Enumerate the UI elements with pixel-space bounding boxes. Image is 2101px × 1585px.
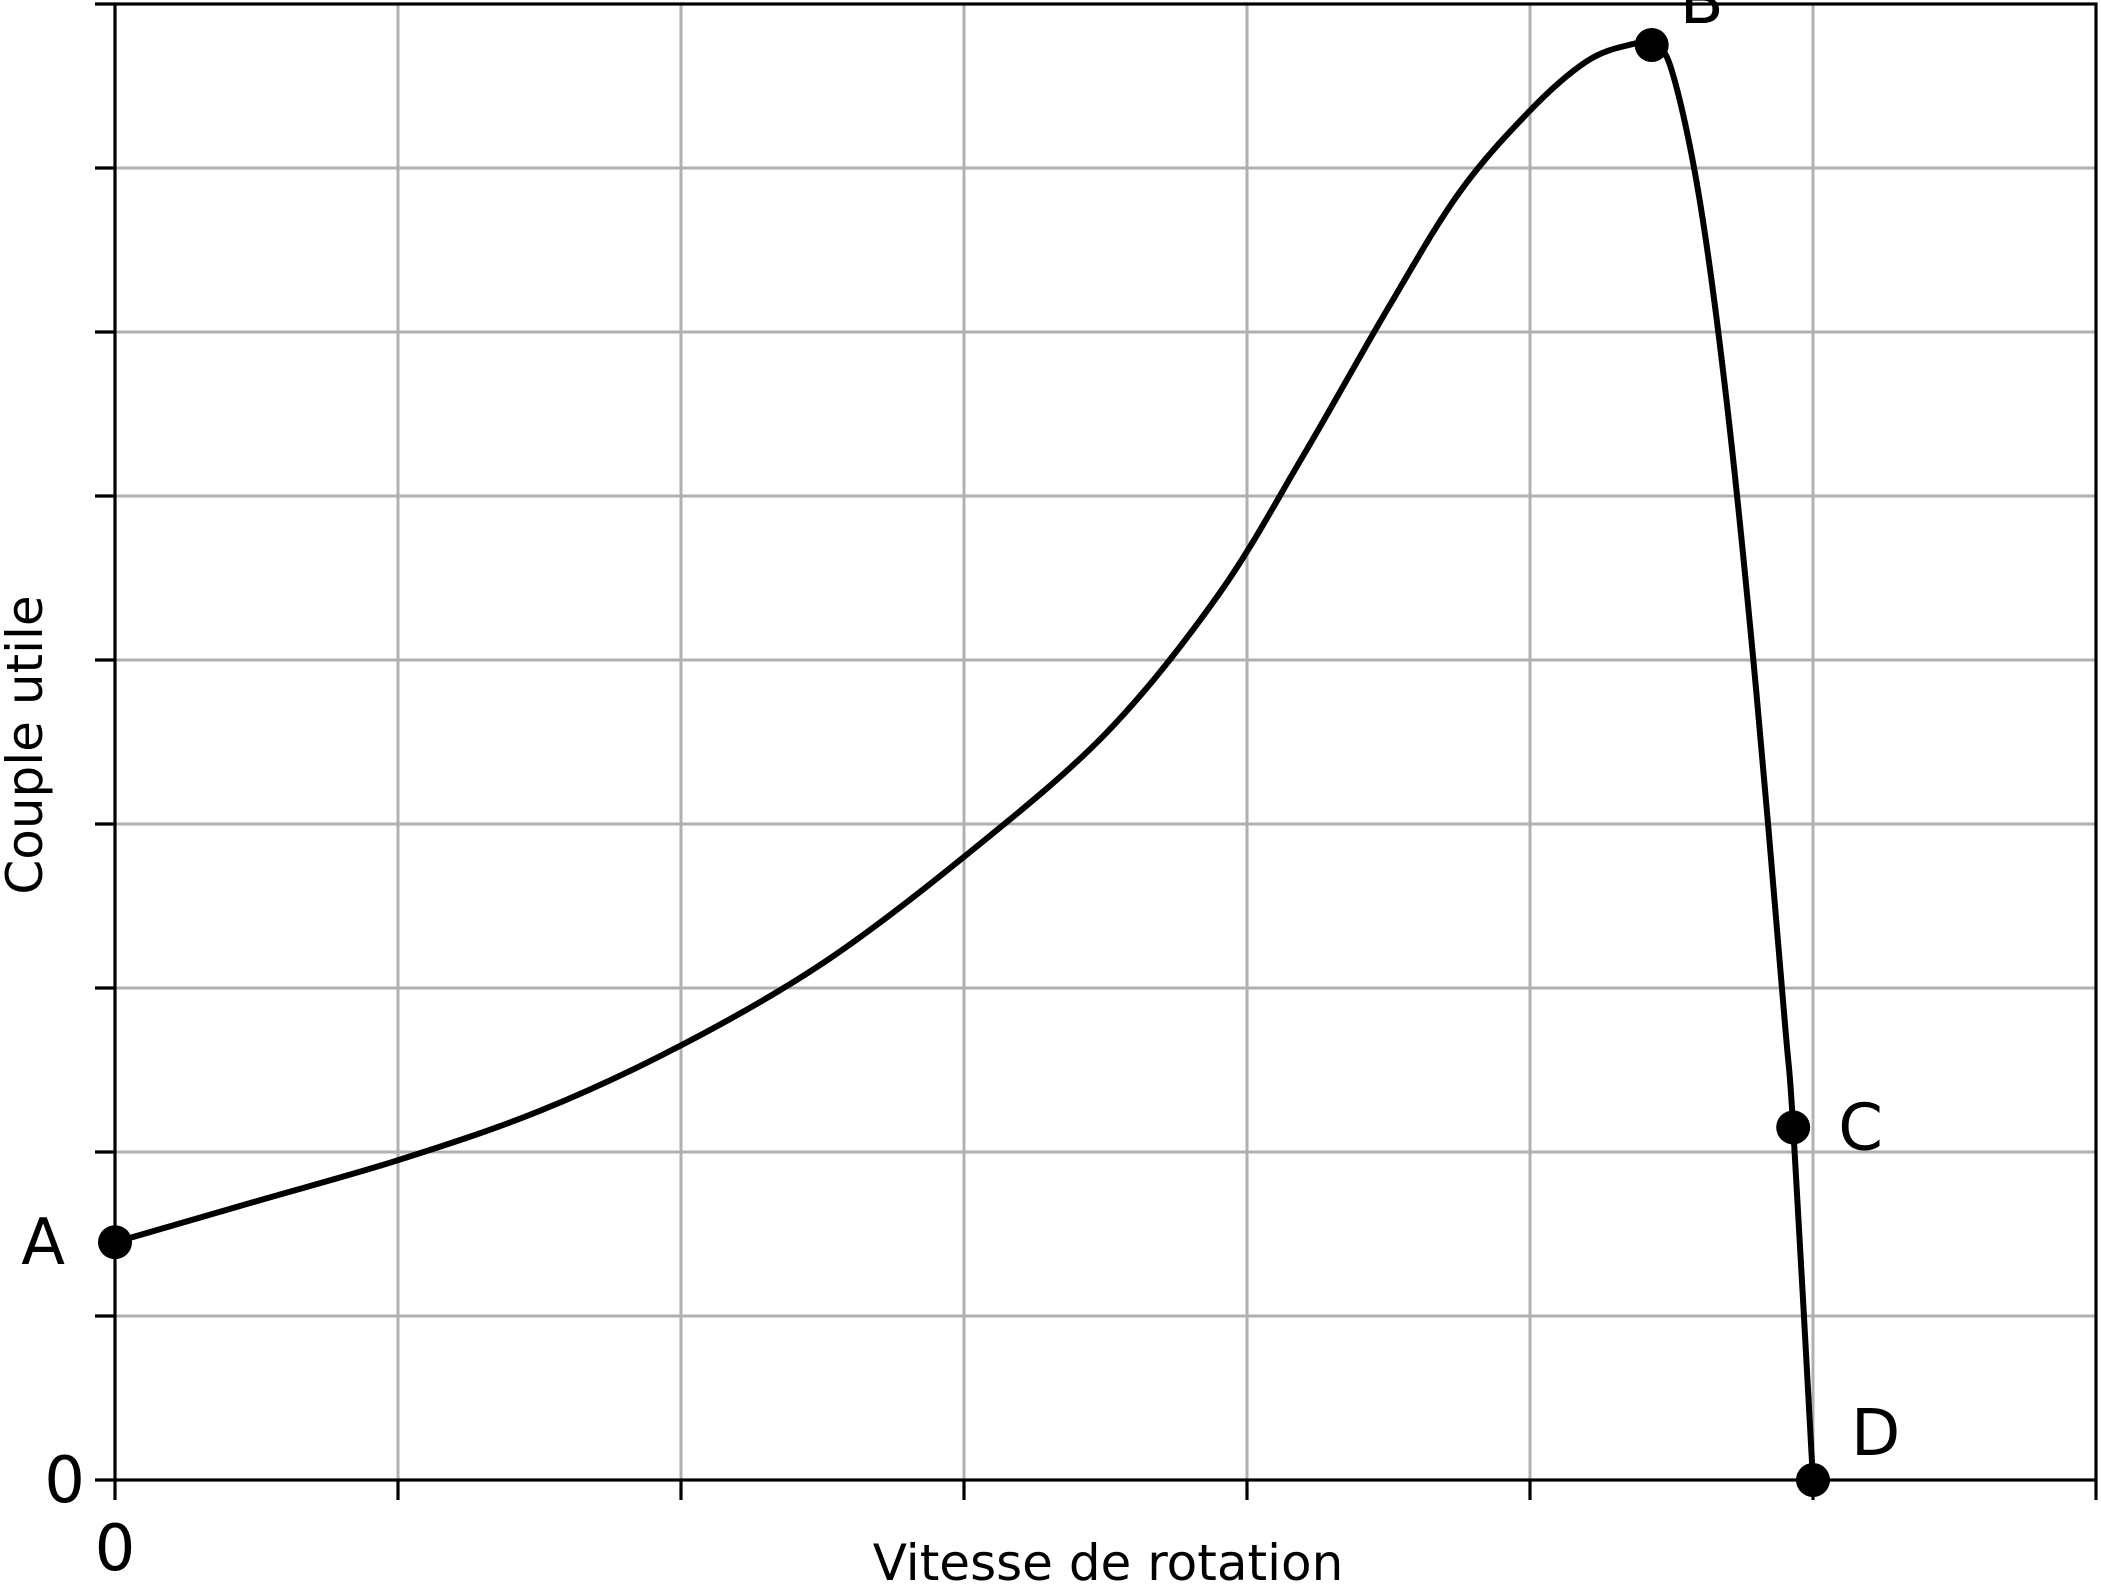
point-c	[1776, 1110, 1811, 1145]
tick-marks	[95, 2, 2098, 1500]
point-a	[98, 1225, 132, 1260]
y-tick-label: 0	[44, 1444, 85, 1518]
point-b	[1634, 28, 1669, 62]
point-d	[1796, 1463, 1830, 1497]
plot-frame	[113, 2, 2098, 1482]
y-gridlines	[115, 166, 2096, 1318]
y-axis-title: Couple utile	[0, 595, 54, 894]
x-axis-title: Vitesse de rotation	[873, 1534, 1344, 1585]
torque-curve-line	[112, 39, 1816, 1483]
x-gridlines	[396, 4, 1815, 1480]
point-label-a: A	[21, 1206, 65, 1280]
point-label-c: C	[1838, 1091, 1883, 1165]
curve-points: A B C D	[21, 0, 1900, 1497]
tick-labels: 00	[44, 1444, 135, 1585]
point-label-d: D	[1851, 1397, 1900, 1471]
x-tick-label: 0	[95, 1512, 136, 1585]
point-label-b: B	[1680, 0, 1724, 39]
